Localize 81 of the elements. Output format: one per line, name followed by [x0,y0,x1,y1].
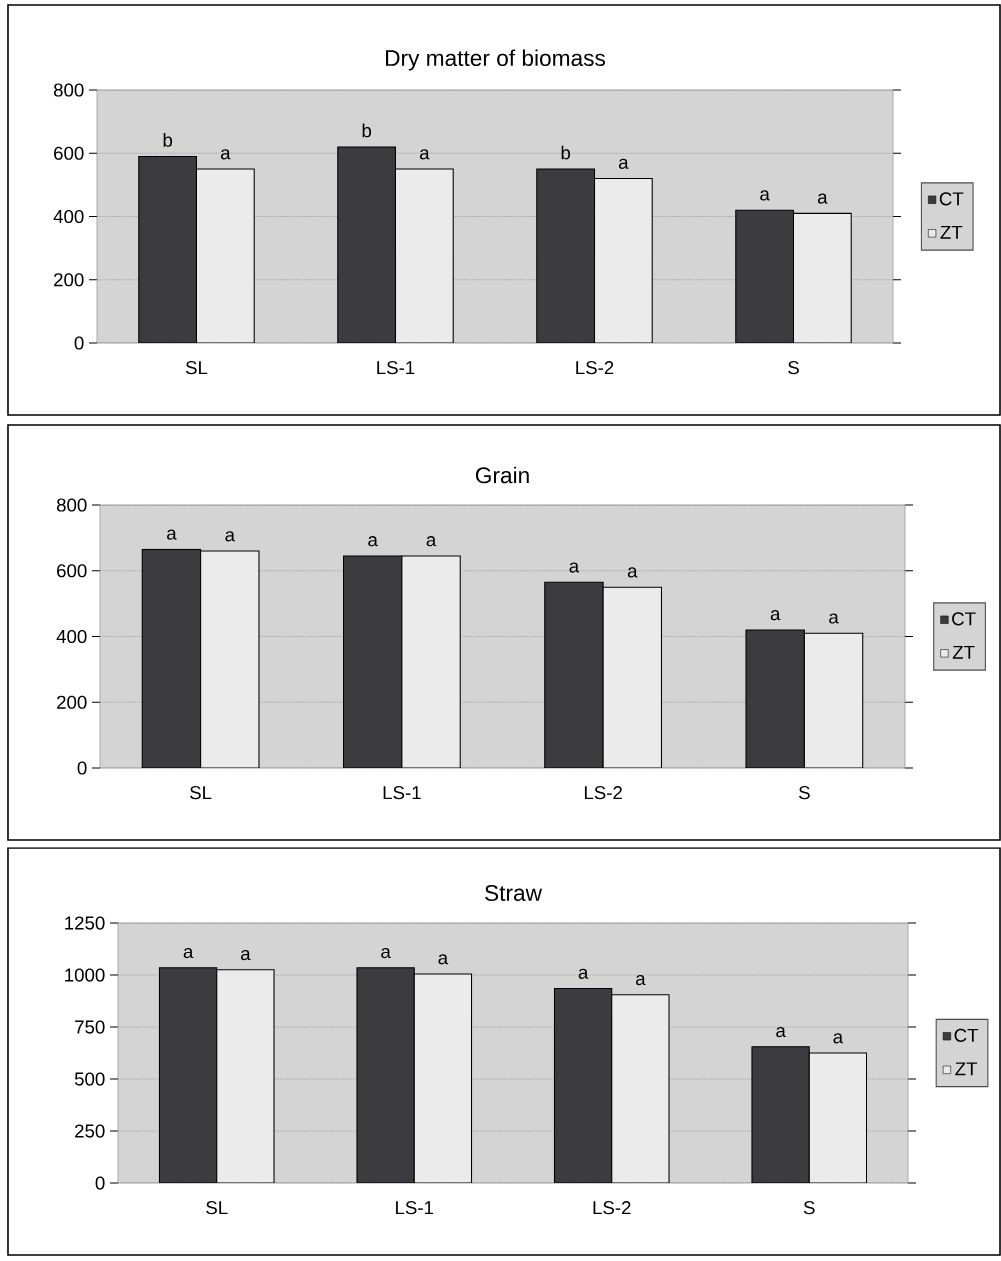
y-tick-label: 400 [56,629,87,644]
bar [138,155,198,344]
x-tick-label: LS-1 [377,361,415,375]
data-label: a [419,149,430,160]
bar [195,168,255,344]
bar [735,209,795,344]
x-tick-label: LS-2 [576,361,614,375]
bar [792,212,852,344]
data-label: a [438,954,449,965]
y-tick-label: 500 [74,1072,105,1086]
y-tick-label: 0 [74,336,84,350]
y-tick-label: 0 [77,761,87,775]
y-tick-label: 800 [56,498,87,512]
y-tick-label: 200 [54,273,84,287]
bar [356,967,415,1184]
data-label: a [220,149,231,160]
x-tick-label: SL [185,361,208,375]
data-label: a [618,158,629,169]
chart-title: Grain [475,466,529,484]
data-label: a [635,974,646,986]
bar [803,632,864,768]
data-label: a [426,536,437,547]
bar [200,550,260,768]
data-label: a [167,529,177,540]
data-label: b [163,133,173,147]
data-label: b [362,123,372,138]
bar [401,555,461,768]
data-label: a [381,947,391,959]
data-label: a [817,193,828,204]
legend-label: ZT [952,645,975,659]
y-tick-label: 200 [57,695,87,709]
legend-label: ZT [940,225,963,239]
bar [602,586,663,768]
y-tick-label: 600 [54,146,84,160]
y-tick-label: 250 [75,1124,105,1138]
x-tick-label: S [788,361,799,375]
data-label: a [225,531,236,542]
bar [158,967,218,1184]
legend-label: CT [939,192,964,206]
x-tick-label: S [799,786,810,800]
legend-label: CT [954,1028,979,1042]
chart-title: Dry matter of biomass [386,49,605,71]
data-label: a [569,562,580,573]
data-label: a [770,610,781,621]
data-label: a [240,949,251,961]
y-tick-label: 1000 [65,968,105,982]
y-tick-label: 600 [57,564,87,578]
bar [394,168,454,344]
data-label: a [776,1026,786,1038]
x-tick-label: S [803,1201,815,1215]
y-tick-label: 750 [75,1020,105,1034]
bar [337,146,397,344]
data-label: a [627,567,638,578]
chart-title: Straw [485,884,543,902]
y-tick-label: 400 [53,209,84,224]
x-tick-label: SL [190,786,212,800]
bar [544,581,604,768]
data-label: a [368,536,378,547]
data-label: a [183,947,194,959]
bar [751,1046,810,1184]
bar [553,987,613,1184]
bar [536,168,596,344]
legend-label: CT [952,612,976,626]
bar [745,629,805,768]
bar [593,178,653,344]
data-label: a [829,613,839,624]
data-label: a [833,1033,844,1044]
x-tick-label: LS-2 [584,786,622,800]
bar [141,548,202,768]
data-label: b [561,145,571,160]
x-tick-label: SL [206,1201,228,1215]
data-label: a [760,190,770,201]
data-label: a [578,968,589,979]
legend-label: ZT [955,1062,978,1076]
x-tick-label: LS-2 [593,1201,631,1215]
y-tick-label: 800 [53,83,84,97]
x-tick-label: LS-1 [396,1201,434,1215]
bar [342,555,403,768]
x-tick-label: LS-1 [383,786,421,800]
y-tick-label: 1250 [65,916,105,930]
y-tick-label: 0 [95,1176,105,1190]
